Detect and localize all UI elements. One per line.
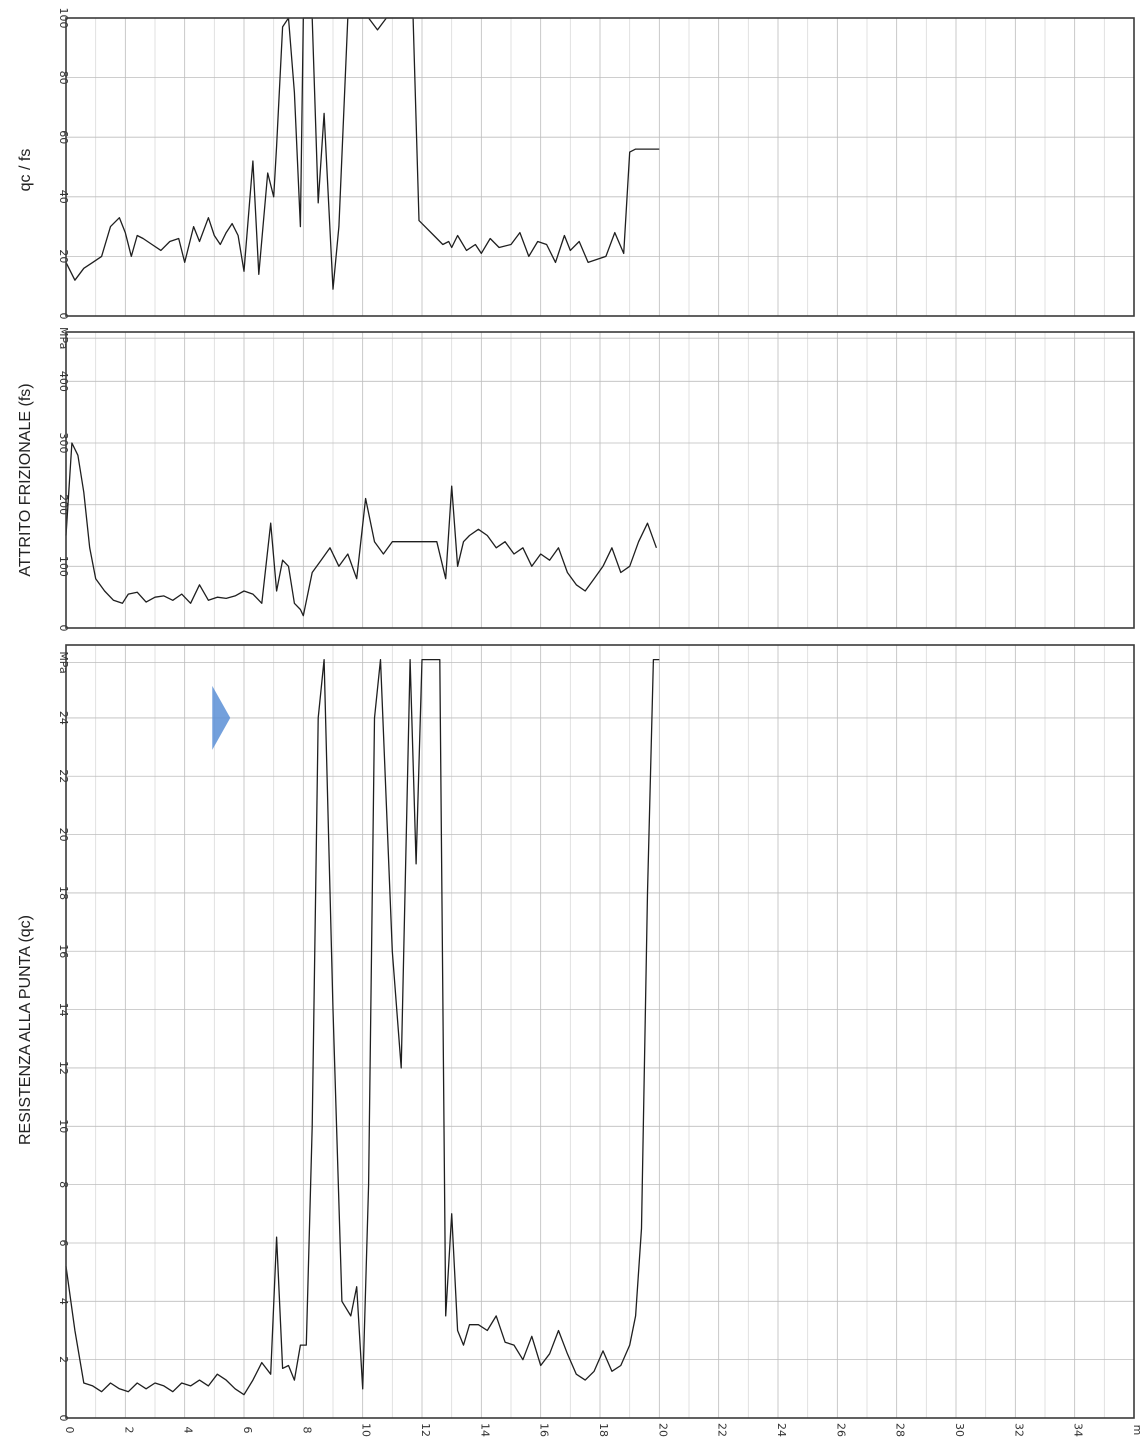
- x-tick-label: 10: [360, 1423, 373, 1437]
- series-line-tip-resistance: [65, 658, 660, 1396]
- x-tick-label: 28: [894, 1423, 907, 1437]
- series-line-friction: [65, 442, 658, 617]
- y-tick-label: MPa: [57, 651, 70, 673]
- y-tick-label: 20: [57, 828, 70, 842]
- y-tick-label: 2: [57, 1356, 70, 1363]
- x-tick-label: 18: [597, 1423, 610, 1437]
- x-tick-label: 26: [834, 1423, 847, 1437]
- x-tick-label: 34: [1072, 1423, 1085, 1437]
- y-tick-label: 18: [57, 886, 70, 900]
- y-axis-title-qc-fs: qc / fs: [17, 149, 34, 192]
- y-tick-label: 0: [57, 313, 70, 320]
- y-tick-label: 10: [57, 1119, 70, 1133]
- y-tick-label: 0: [57, 625, 70, 632]
- y-tick-label: 4: [57, 1298, 70, 1305]
- x-tick-label: 12: [419, 1423, 432, 1437]
- x-tick-label: 22: [716, 1423, 729, 1437]
- panel-frame: [65, 17, 1135, 317]
- y-tick-label: 60: [57, 130, 70, 144]
- panel-frame: [65, 644, 1135, 1419]
- y-tick-label: 80: [57, 71, 70, 85]
- y-axis-title-tip-resistance: RESISTENZA ALLA PUNTA (qc): [17, 915, 34, 1145]
- y-tick-label: 0: [57, 1415, 70, 1422]
- y-tick-label: MPa: [57, 327, 70, 349]
- x-axis: 0 2 4 6 8 10 12 14 16 18 20 22 24 26 28 30 32 34 m: [63, 1423, 1144, 1437]
- x-tick-label: 32: [1012, 1423, 1025, 1437]
- y-tick-label: 12: [57, 1061, 70, 1075]
- y-tick-label: 6: [57, 1239, 70, 1246]
- x-tick-label: 6: [241, 1427, 254, 1434]
- x-tick-label: 24: [775, 1423, 788, 1437]
- y-axis-title-friction: ATTRITO FRIZIONALE (fs): [17, 383, 34, 576]
- y-tick-label: 400: [57, 371, 70, 392]
- x-tick-label: 2: [122, 1427, 135, 1434]
- y-tick-label: 20: [57, 249, 70, 263]
- x-tick-label: 14: [478, 1423, 491, 1437]
- x-tick-label: m: [1131, 1425, 1144, 1436]
- y-tick-label: 8: [57, 1181, 70, 1188]
- y-tick-label: 300: [57, 433, 70, 454]
- x-tick-label: 4: [182, 1427, 195, 1434]
- y-tick-label: 22: [57, 769, 70, 783]
- y-tick-label: 100: [57, 556, 70, 577]
- y-tick-label: 16: [57, 944, 70, 958]
- x-tick-label: 16: [538, 1423, 551, 1437]
- water-level-marker-icon: [212, 685, 231, 750]
- x-tick-label: 20: [656, 1423, 669, 1437]
- y-tick-label: 24: [57, 711, 70, 725]
- y-tick-label: 40: [57, 190, 70, 204]
- x-tick-label: 8: [300, 1427, 313, 1434]
- x-tick-label: 30: [953, 1423, 966, 1437]
- x-tick-label: 0: [63, 1427, 76, 1434]
- y-tick-label: 14: [57, 1003, 70, 1017]
- panel-frame: [65, 331, 1135, 629]
